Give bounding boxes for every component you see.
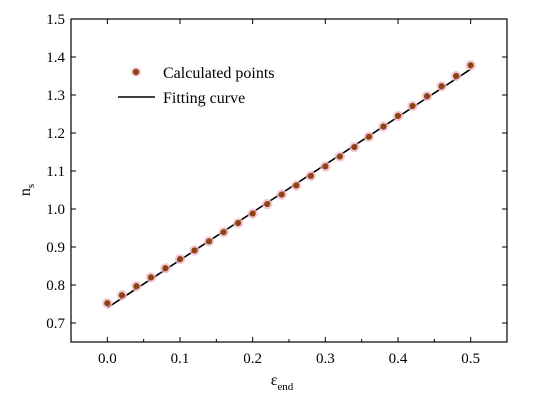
data-point bbox=[453, 72, 460, 80]
data-point bbox=[191, 247, 198, 254]
y-tick-label: 1.3 bbox=[46, 88, 65, 104]
x-tick-label: 0.2 bbox=[243, 351, 262, 367]
data-point bbox=[394, 112, 402, 119]
legend: Calculated points Fitting curve bbox=[118, 65, 275, 107]
y-tick-label: 1.1 bbox=[46, 164, 65, 180]
y-tick-label: 1.2 bbox=[46, 126, 65, 142]
x-tick-label: 0.1 bbox=[171, 351, 190, 367]
data-point bbox=[438, 83, 445, 90]
data-point bbox=[322, 163, 329, 170]
y-tick-label: 0.7 bbox=[46, 316, 65, 332]
data-point bbox=[104, 300, 111, 307]
data-point bbox=[176, 256, 184, 263]
x-axis-label-sub: end bbox=[277, 381, 293, 393]
y-tick-label: 1.5 bbox=[46, 12, 65, 28]
data-point bbox=[249, 210, 256, 217]
data-point bbox=[409, 102, 416, 110]
x-tick-label: 0.5 bbox=[461, 351, 480, 367]
y-tick-label: 0.8 bbox=[46, 278, 65, 294]
data-point bbox=[118, 292, 125, 299]
x-tick-label: 0.0 bbox=[98, 351, 117, 367]
x-axis-ticks: 0.0 0.1 0.2 0.3 0.4 0.5 bbox=[70, 19, 508, 367]
data-point bbox=[278, 191, 285, 198]
data-point bbox=[293, 182, 300, 189]
x-tick-label: 0.4 bbox=[389, 351, 408, 367]
data-point bbox=[307, 172, 314, 180]
y-axis-label-sub: s bbox=[25, 184, 37, 188]
y-tick-label: 0.9 bbox=[46, 240, 65, 256]
y-axis-ticks: 0.7 0.8 0.9 1.0 1.1 1.2 1.3 1.4 1.5 bbox=[46, 12, 507, 332]
data-point bbox=[205, 238, 213, 245]
data-point bbox=[351, 143, 358, 151]
series-layer bbox=[102, 60, 476, 309]
y-axis-label-main: n bbox=[17, 188, 34, 196]
legend-point-marker bbox=[132, 68, 140, 76]
legend-label-curve: Fitting curve bbox=[163, 90, 245, 107]
data-point bbox=[133, 283, 140, 290]
data-point bbox=[235, 219, 242, 227]
y-tick-label: 1.4 bbox=[46, 50, 65, 66]
x-axis-label-main: ε bbox=[271, 372, 278, 389]
x-axis-label: εend bbox=[271, 372, 294, 393]
y-axis-label: ns bbox=[17, 184, 37, 196]
legend-label-points: Calculated points bbox=[163, 65, 275, 82]
y-tick-label: 1.0 bbox=[46, 202, 65, 218]
data-point bbox=[220, 229, 227, 236]
data-point bbox=[380, 123, 387, 130]
data-point bbox=[423, 93, 431, 100]
x-tick-label: 0.3 bbox=[316, 351, 335, 367]
data-point bbox=[162, 265, 169, 272]
data-point bbox=[365, 133, 373, 140]
data-point bbox=[336, 153, 343, 160]
data-point bbox=[467, 62, 474, 69]
data-point bbox=[147, 274, 155, 281]
data-point bbox=[264, 200, 271, 208]
